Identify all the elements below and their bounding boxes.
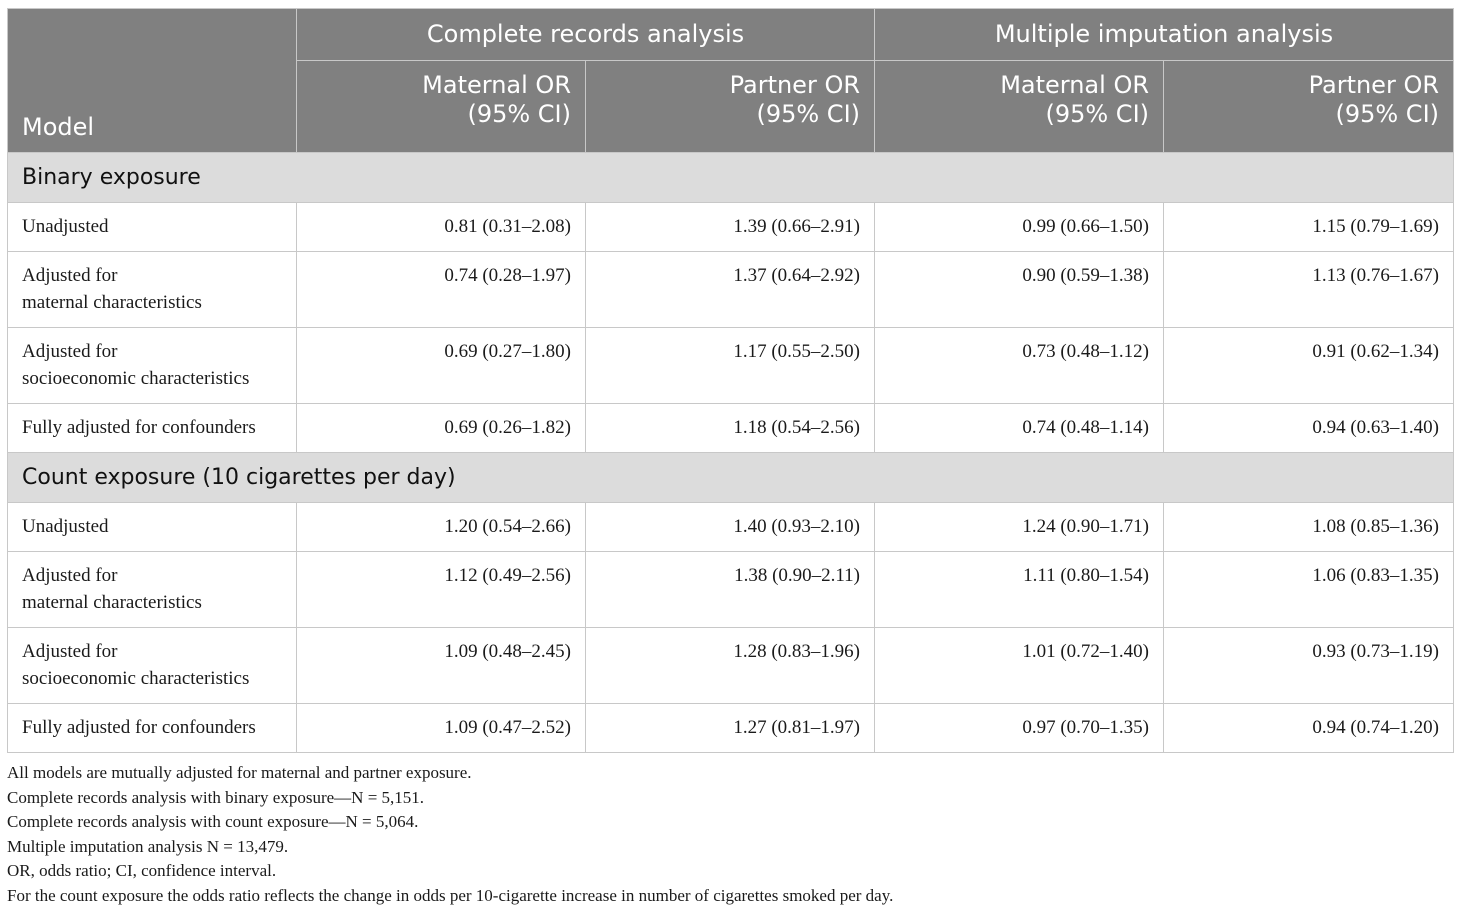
- footnote: All models are mutually adjusted for mat…: [7, 763, 472, 782]
- value-cell: 1.39 (0.66–2.91): [584, 202, 876, 252]
- model-cell: Adjusted for maternal characteristics: [7, 551, 297, 628]
- value-cell: 1.09 (0.47–2.52): [296, 703, 586, 753]
- value-cell: 1.08 (0.85–1.36): [1163, 502, 1455, 552]
- value-cell: 0.91 (0.62–1.34): [1163, 327, 1455, 404]
- table-row: Adjusted for socioeconomic characteristic…: [7, 627, 1455, 704]
- section-title: Count exposure (10 cigarettes per day): [6, 452, 1455, 503]
- value-cell: 1.37 (0.64–2.92): [584, 251, 876, 328]
- model-cell: Adjusted for maternal characteristics: [7, 251, 297, 328]
- value-cell: 0.93 (0.73–1.19): [1163, 627, 1455, 704]
- value-cell: 1.28 (0.83–1.96): [584, 627, 876, 704]
- model-label-line2: socioeconomic characteristics: [22, 668, 250, 689]
- model-cell: Fully adjusted for confounders: [7, 403, 297, 453]
- table-row: Unadjusted 0.81 (0.31–2.08) 1.39 (0.66–2…: [7, 202, 1455, 252]
- footnote: Multiple imputation analysis N = 13,479.: [7, 836, 289, 856]
- subcolumn-header-line2: (95% CI): [756, 100, 861, 128]
- model-label-line1: Fully adjusted for confounders: [22, 417, 256, 438]
- model-label-line2: maternal characteristics: [22, 592, 202, 613]
- value-cell: 1.09 (0.48–2.45): [296, 627, 586, 704]
- footnote: Complete records analysis with binary ex…: [7, 787, 425, 807]
- value-cell: 1.01 (0.72–1.40): [874, 627, 1165, 704]
- subcolumn-header-line2: (95% CI): [467, 100, 571, 128]
- value-cell: 0.99 (0.66–1.50): [874, 202, 1165, 252]
- complete-records-group-header: Complete records analysis: [295, 8, 876, 61]
- value-cell: 1.27 (0.81–1.97): [584, 703, 876, 753]
- value-cell: 1.20 (0.54–2.66): [296, 502, 586, 552]
- table-footnotes: All models are mutually adjusted for mat…: [7, 761, 1453, 909]
- table-row: Adjusted for maternal characteristics 1.1…: [7, 551, 1455, 628]
- table-row: Unadjusted 1.20 (0.54–2.66) 1.40 (0.93–2…: [7, 502, 1455, 552]
- value-cell: 1.06 (0.83–1.35): [1163, 551, 1455, 628]
- value-cell: 1.17 (0.55–2.50): [584, 327, 876, 404]
- value-cell: 1.13 (0.76–1.67): [1163, 251, 1455, 328]
- model-label-line1: Unadjusted: [22, 216, 109, 237]
- table-header: Model Complete records analysis Multiple…: [7, 8, 1455, 153]
- model-label-line1: Fully adjusted for confounders: [22, 717, 256, 738]
- model-cell: Unadjusted: [7, 202, 297, 252]
- table-container: Model Complete records analysis Multiple…: [6, 8, 1455, 909]
- multiple-imputation-group-header: Multiple imputation analysis: [874, 8, 1455, 61]
- value-cell: 1.15 (0.79–1.69): [1163, 202, 1455, 252]
- table-row: Fully adjusted for confounders 1.09 (0.4…: [7, 703, 1455, 753]
- table-body: Binary exposure Unadjusted 0.81 (0.31–2.…: [6, 152, 1455, 753]
- model-cell: Adjusted for socioeconomic characteristic…: [7, 627, 297, 704]
- value-cell: 0.73 (0.48–1.12): [874, 327, 1165, 404]
- footnote: For the count exposure the odds ratio re…: [7, 885, 894, 905]
- model-label-line1: Unadjusted: [22, 516, 109, 537]
- model-label-line2: maternal characteristics: [22, 292, 202, 313]
- model-label-line1: Adjusted for: [22, 641, 118, 662]
- section-title: Binary exposure: [6, 152, 1455, 203]
- value-cell: 1.12 (0.49–2.56): [296, 551, 586, 628]
- model-cell: Fully adjusted for confounders: [7, 703, 297, 753]
- subcolumn-header: Partner OR (95% CI): [584, 60, 876, 153]
- value-cell: 1.11 (0.80–1.54): [874, 551, 1165, 628]
- value-cell: 0.81 (0.31–2.08): [296, 202, 586, 252]
- model-label-line2: socioeconomic characteristics: [22, 368, 250, 389]
- model-cell: Adjusted for socioeconomic characteristic…: [7, 327, 297, 404]
- model-label-line1: Adjusted for: [22, 565, 118, 586]
- subcolumn-header: Maternal OR (95% CI): [296, 60, 586, 153]
- table-row: Adjusted for maternal characteristics 0.7…: [7, 251, 1455, 328]
- value-cell: 1.38 (0.90–2.11): [584, 551, 876, 628]
- footnote: OR, odds ratio; CI, confidence interval.: [7, 861, 277, 881]
- value-cell: 1.40 (0.93–2.10): [584, 502, 876, 552]
- table-row: Adjusted for socioeconomic characteristic…: [7, 327, 1455, 404]
- subcolumn-header-line1: Maternal OR: [1000, 71, 1150, 99]
- model-cell: Unadjusted: [7, 502, 297, 552]
- results-table: Model Complete records analysis Multiple…: [6, 8, 1455, 753]
- subcolumn-header-line1: Partner OR: [1308, 71, 1440, 99]
- value-cell: 0.97 (0.70–1.35): [874, 703, 1165, 753]
- model-column-header: Model: [7, 8, 297, 153]
- value-cell: 0.90 (0.59–1.38): [874, 251, 1165, 328]
- model-label-line1: Adjusted for: [22, 265, 118, 286]
- model-label-line1: Adjusted for: [22, 341, 118, 362]
- subcolumn-header: Maternal OR (95% CI): [874, 60, 1165, 153]
- subcolumn-header-line1: Partner OR: [729, 71, 861, 99]
- value-cell: 0.74 (0.48–1.14): [874, 403, 1165, 453]
- value-cell: 1.24 (0.90–1.71): [874, 502, 1165, 552]
- table-row: Fully adjusted for confounders 0.69 (0.2…: [7, 403, 1455, 453]
- footnote: Complete records analysis with count exp…: [7, 812, 419, 832]
- value-cell: 0.74 (0.28–1.97): [296, 251, 586, 328]
- section-row: Binary exposure: [6, 152, 1455, 203]
- subcolumn-header-line2: (95% CI): [1045, 100, 1150, 128]
- value-cell: 0.94 (0.74–1.20): [1163, 703, 1455, 753]
- value-cell: 0.69 (0.26–1.82): [296, 403, 586, 453]
- value-cell: 0.69 (0.27–1.80): [296, 327, 586, 404]
- section-row: Count exposure (10 cigarettes per day): [6, 452, 1455, 503]
- value-cell: 0.94 (0.63–1.40): [1163, 403, 1455, 453]
- subcolumn-header-line1: Maternal OR: [422, 71, 571, 99]
- subcolumn-header: Partner OR (95% CI): [1163, 60, 1455, 153]
- value-cell: 1.18 (0.54–2.56): [584, 403, 876, 453]
- subcolumn-header-line2: (95% CI): [1335, 100, 1440, 128]
